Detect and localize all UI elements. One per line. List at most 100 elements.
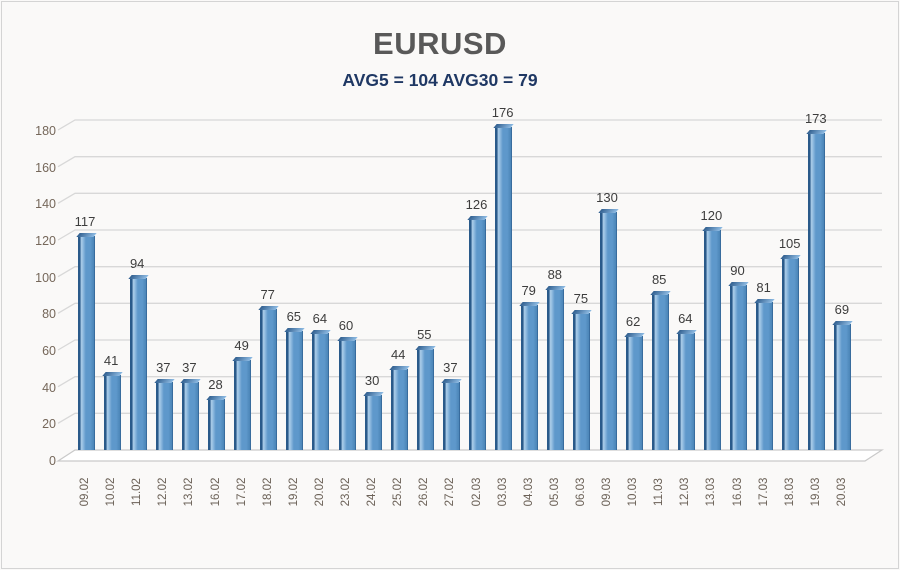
y-tick-label: 0 xyxy=(49,454,56,468)
bar xyxy=(702,227,723,450)
x-tick-label: 20.02 xyxy=(313,477,326,507)
bar-value-label: 77 xyxy=(260,286,275,302)
bar xyxy=(519,302,540,450)
bar xyxy=(571,309,593,450)
bar xyxy=(832,320,854,450)
x-tick-label: 17.02 xyxy=(235,477,248,507)
x-tick-label: 18.02 xyxy=(261,477,274,507)
bar xyxy=(415,346,436,450)
y-tick-label: 20 xyxy=(42,417,56,432)
x-tick-label: 09.02 xyxy=(79,477,91,507)
gridline xyxy=(57,156,882,168)
bar-value-label: 37 xyxy=(443,360,458,376)
chart-subtitle: AVG5 = 104 AVG30 = 79 xyxy=(342,70,538,90)
bar-value-label: 126 xyxy=(465,197,488,212)
bar-top-face xyxy=(623,333,645,338)
y-tick-label: 60 xyxy=(42,344,56,358)
bar-value-label: 60 xyxy=(338,318,354,333)
x-tick-label: 19.02 xyxy=(287,477,300,507)
bar-value-label: 28 xyxy=(208,376,223,392)
x-tick-label: 25.02 xyxy=(392,477,405,507)
bar-value-label: 117 xyxy=(74,213,96,229)
bar-value-label: 64 xyxy=(678,310,693,326)
x-tick-label: 23.02 xyxy=(340,477,352,507)
bar-value-label: 105 xyxy=(778,235,801,251)
x-tick-label: 18.03 xyxy=(783,477,796,507)
x-tick-label: 04.03 xyxy=(522,477,535,507)
bar xyxy=(597,208,619,450)
bar-value-label: 88 xyxy=(547,266,563,282)
bar xyxy=(128,274,149,450)
bar-top-face xyxy=(467,216,488,220)
bar xyxy=(258,305,279,450)
x-tick-label: 11.02 xyxy=(131,478,144,506)
x-tick-label: 20.03 xyxy=(835,477,848,507)
bar-top-face xyxy=(650,291,671,296)
bar xyxy=(780,254,801,450)
bar-top-face xyxy=(702,227,723,231)
x-tick-label: 13.02 xyxy=(183,477,196,507)
bar-value-label: 30 xyxy=(364,373,380,388)
bar-top-face xyxy=(780,254,801,259)
bar xyxy=(545,285,566,450)
bar xyxy=(206,395,227,450)
bar-value-label: 37 xyxy=(156,360,171,376)
bar-top-face xyxy=(754,298,775,303)
bar-top-face xyxy=(493,124,514,129)
bar xyxy=(180,379,201,450)
x-tick-label: 12.02 xyxy=(157,477,170,507)
x-tick-label: 06.03 xyxy=(574,477,587,507)
bar xyxy=(154,379,175,450)
bar-value-label: 49 xyxy=(234,338,249,354)
bar-value-label: 75 xyxy=(573,290,589,306)
bar xyxy=(467,216,488,450)
y-tick-label: 140 xyxy=(35,197,56,212)
bar-top-face xyxy=(362,392,384,396)
y-tick-label: 40 xyxy=(42,380,56,395)
x-tick-label: 16.02 xyxy=(209,477,222,507)
bar xyxy=(75,232,97,450)
bar-value-label: 90 xyxy=(730,263,745,278)
bar xyxy=(362,392,384,450)
x-tick-label: 02.03 xyxy=(470,477,483,507)
bar-top-face xyxy=(101,371,123,376)
x-tick-label: 19.03 xyxy=(809,477,822,507)
bar-value-label: 173 xyxy=(804,110,827,126)
y-tick-label: 100 xyxy=(35,270,56,285)
bar-value-label: 41 xyxy=(103,352,119,368)
x-tick-label: 11.03 xyxy=(653,478,666,506)
bar-value-label: 62 xyxy=(625,314,641,330)
bar-value-label: 120 xyxy=(700,208,723,223)
x-tick-label: 03.03 xyxy=(496,477,509,507)
x-tick-label: 12.03 xyxy=(679,477,692,507)
bar-top-face xyxy=(519,302,540,307)
bar xyxy=(389,366,410,450)
x-tick-label: 17.03 xyxy=(757,477,770,507)
bar-value-label: 69 xyxy=(834,301,850,317)
x-tick-label: 13.03 xyxy=(705,477,718,507)
bar xyxy=(623,333,645,450)
x-tick-label: 16.03 xyxy=(731,477,744,507)
bar-top-face xyxy=(232,357,253,362)
bar-top-face xyxy=(75,232,97,237)
bar xyxy=(284,327,305,450)
bar-top-face xyxy=(571,309,593,314)
x-tick-label: 09.03 xyxy=(601,477,613,507)
gridline xyxy=(57,192,882,204)
bar-value-label: 64 xyxy=(312,310,328,326)
bar xyxy=(310,329,332,450)
bar-value-label: 44 xyxy=(390,347,406,363)
bar xyxy=(493,124,514,450)
x-tick-label: 10.03 xyxy=(627,477,640,507)
bar xyxy=(754,298,775,450)
bar-top-face xyxy=(597,208,619,213)
y-tick-label: 180 xyxy=(35,124,56,138)
bar-top-face xyxy=(676,329,697,334)
bar-top-face xyxy=(206,395,227,400)
y-tick-label: 80 xyxy=(42,307,56,322)
x-tick-label: 27.02 xyxy=(444,477,457,507)
bar xyxy=(806,129,827,450)
y-tick-label: 120 xyxy=(35,234,56,248)
bar-value-label: 37 xyxy=(182,360,197,376)
bar xyxy=(336,337,358,450)
